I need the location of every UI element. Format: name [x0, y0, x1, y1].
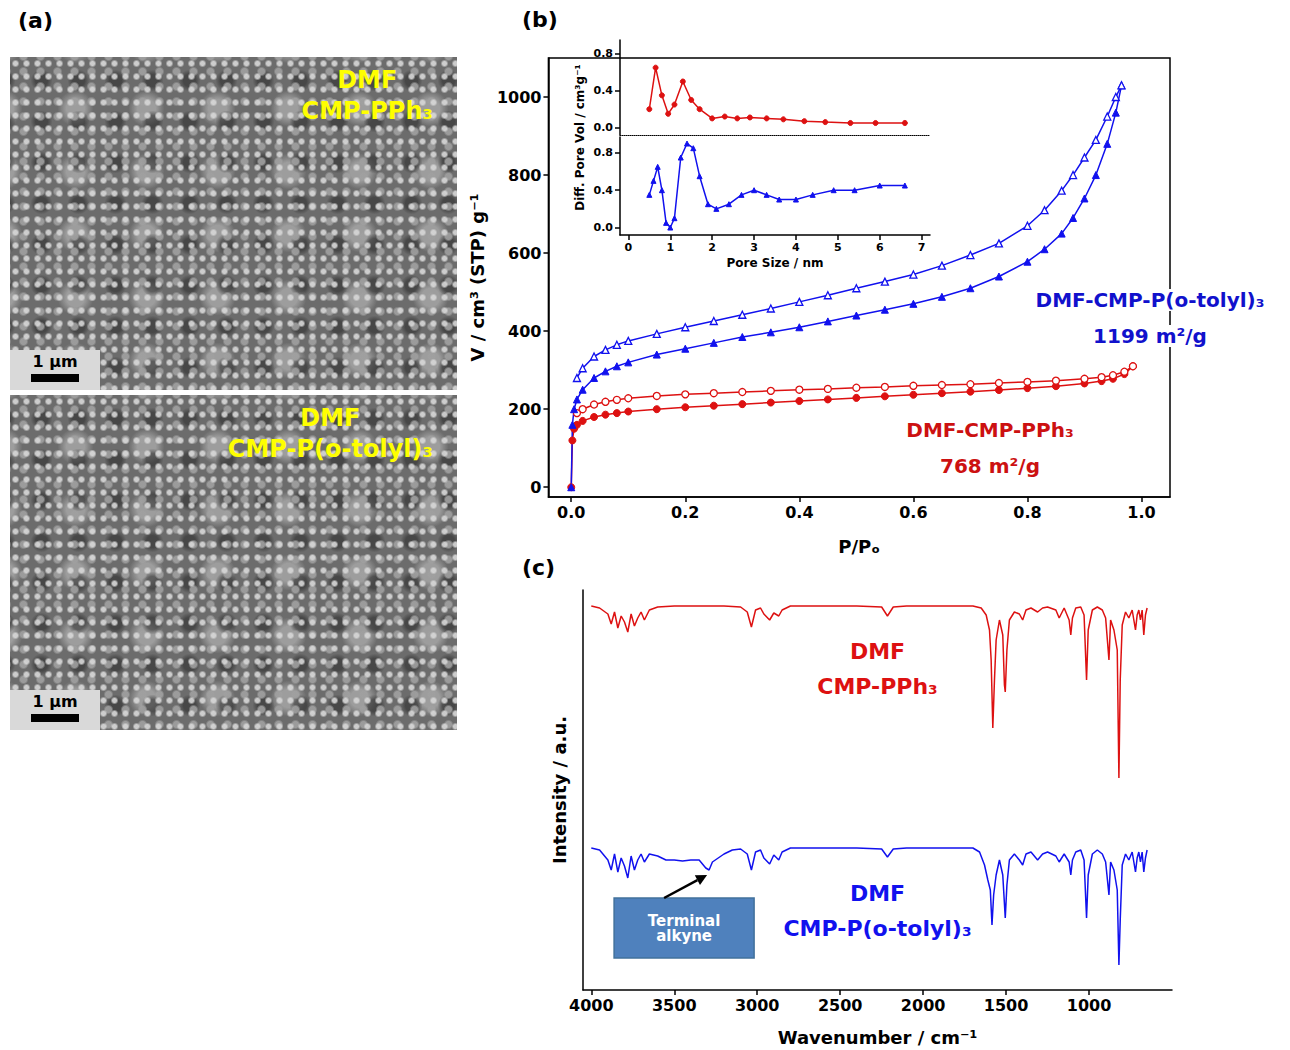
svg-text:1.0: 1.0	[1127, 503, 1155, 522]
svg-text:200: 200	[508, 400, 541, 419]
svg-text:5: 5	[834, 241, 842, 254]
svg-text:1500: 1500	[984, 996, 1029, 1015]
svg-text:(b): (b)	[522, 7, 558, 32]
svg-text:4: 4	[792, 241, 800, 254]
svg-text:0: 0	[625, 241, 633, 254]
svg-text:0.0: 0.0	[594, 121, 614, 134]
svg-text:0.8: 0.8	[594, 47, 614, 60]
html-text:DMF: DMF	[337, 66, 398, 94]
svg-text:3500: 3500	[652, 996, 697, 1015]
svg-text:7: 7	[918, 241, 926, 254]
svg-text:600: 600	[508, 244, 541, 263]
svg-text:2000: 2000	[901, 996, 946, 1015]
svg-text:0.8: 0.8	[594, 146, 614, 159]
svg-text:V / cm³ (STP) g⁻¹: V / cm³ (STP) g⁻¹	[467, 193, 488, 361]
html-text:CMP-PPh₃: CMP-PPh₃	[301, 97, 433, 125]
html-text:1 µm: 1 µm	[32, 692, 78, 711]
svg-text:Intensity / a.u.: Intensity / a.u.	[549, 716, 570, 864]
svg-text:0.8: 0.8	[1013, 503, 1041, 522]
svg-text:800: 800	[508, 166, 541, 185]
svg-text:0.0: 0.0	[594, 221, 614, 234]
svg-text:6: 6	[876, 241, 884, 254]
svg-text:(c): (c)	[522, 555, 555, 580]
svg-text:768 m²/g: 768 m²/g	[940, 454, 1040, 478]
html-text:DMF: DMF	[300, 404, 361, 432]
svg-text:CMP-PPh₃: CMP-PPh₃	[817, 674, 937, 699]
svg-text:1000: 1000	[1067, 996, 1112, 1015]
svg-text:1199 m²/g: 1199 m²/g	[1093, 324, 1207, 348]
svg-text:CMP-P(o-tolyl)₃: CMP-P(o-tolyl)₃	[783, 916, 971, 941]
svg-text:DMF: DMF	[850, 639, 905, 664]
svg-text:4000: 4000	[569, 996, 614, 1015]
svg-text:P/Pₒ: P/Pₒ	[838, 536, 880, 557]
svg-text:0.4: 0.4	[594, 184, 614, 197]
svg-text:DMF-CMP-PPh₃: DMF-CMP-PPh₃	[906, 418, 1073, 442]
svg-text:0: 0	[530, 478, 541, 497]
svg-text:2: 2	[708, 241, 716, 254]
svg-text:1: 1	[666, 241, 674, 254]
html-text:CMP-P(o-tolyl)₃: CMP-P(o-tolyl)₃	[227, 435, 433, 463]
svg-text:3000: 3000	[735, 996, 780, 1015]
svg-text:DMF: DMF	[850, 881, 905, 906]
svg-text:0.0: 0.0	[557, 503, 585, 522]
html-text:(a): (a)	[18, 8, 53, 33]
html-text:1 µm: 1 µm	[32, 352, 78, 371]
svg-text:alkyne: alkyne	[656, 927, 712, 945]
svg-text:Diff. Pore Vol / cm³g⁻¹: Diff. Pore Vol / cm³g⁻¹	[573, 64, 587, 211]
svg-text:0.6: 0.6	[899, 503, 927, 522]
svg-text:Wavenumber / cm⁻¹: Wavenumber / cm⁻¹	[778, 1027, 978, 1048]
svg-text:400: 400	[508, 322, 541, 341]
svg-text:Terminal: Terminal	[647, 911, 721, 930]
svg-text:0.4: 0.4	[594, 84, 614, 97]
svg-text:DMF-CMP-P(o-tolyl)₃: DMF-CMP-P(o-tolyl)₃	[1036, 288, 1265, 312]
svg-text:0.2: 0.2	[671, 503, 699, 522]
svg-text:3: 3	[750, 241, 758, 254]
svg-text:0.4: 0.4	[785, 503, 813, 522]
svg-text:Pore Size / nm: Pore Size / nm	[727, 256, 824, 270]
svg-text:1000: 1000	[497, 88, 542, 107]
svg-text:2500: 2500	[818, 996, 863, 1015]
